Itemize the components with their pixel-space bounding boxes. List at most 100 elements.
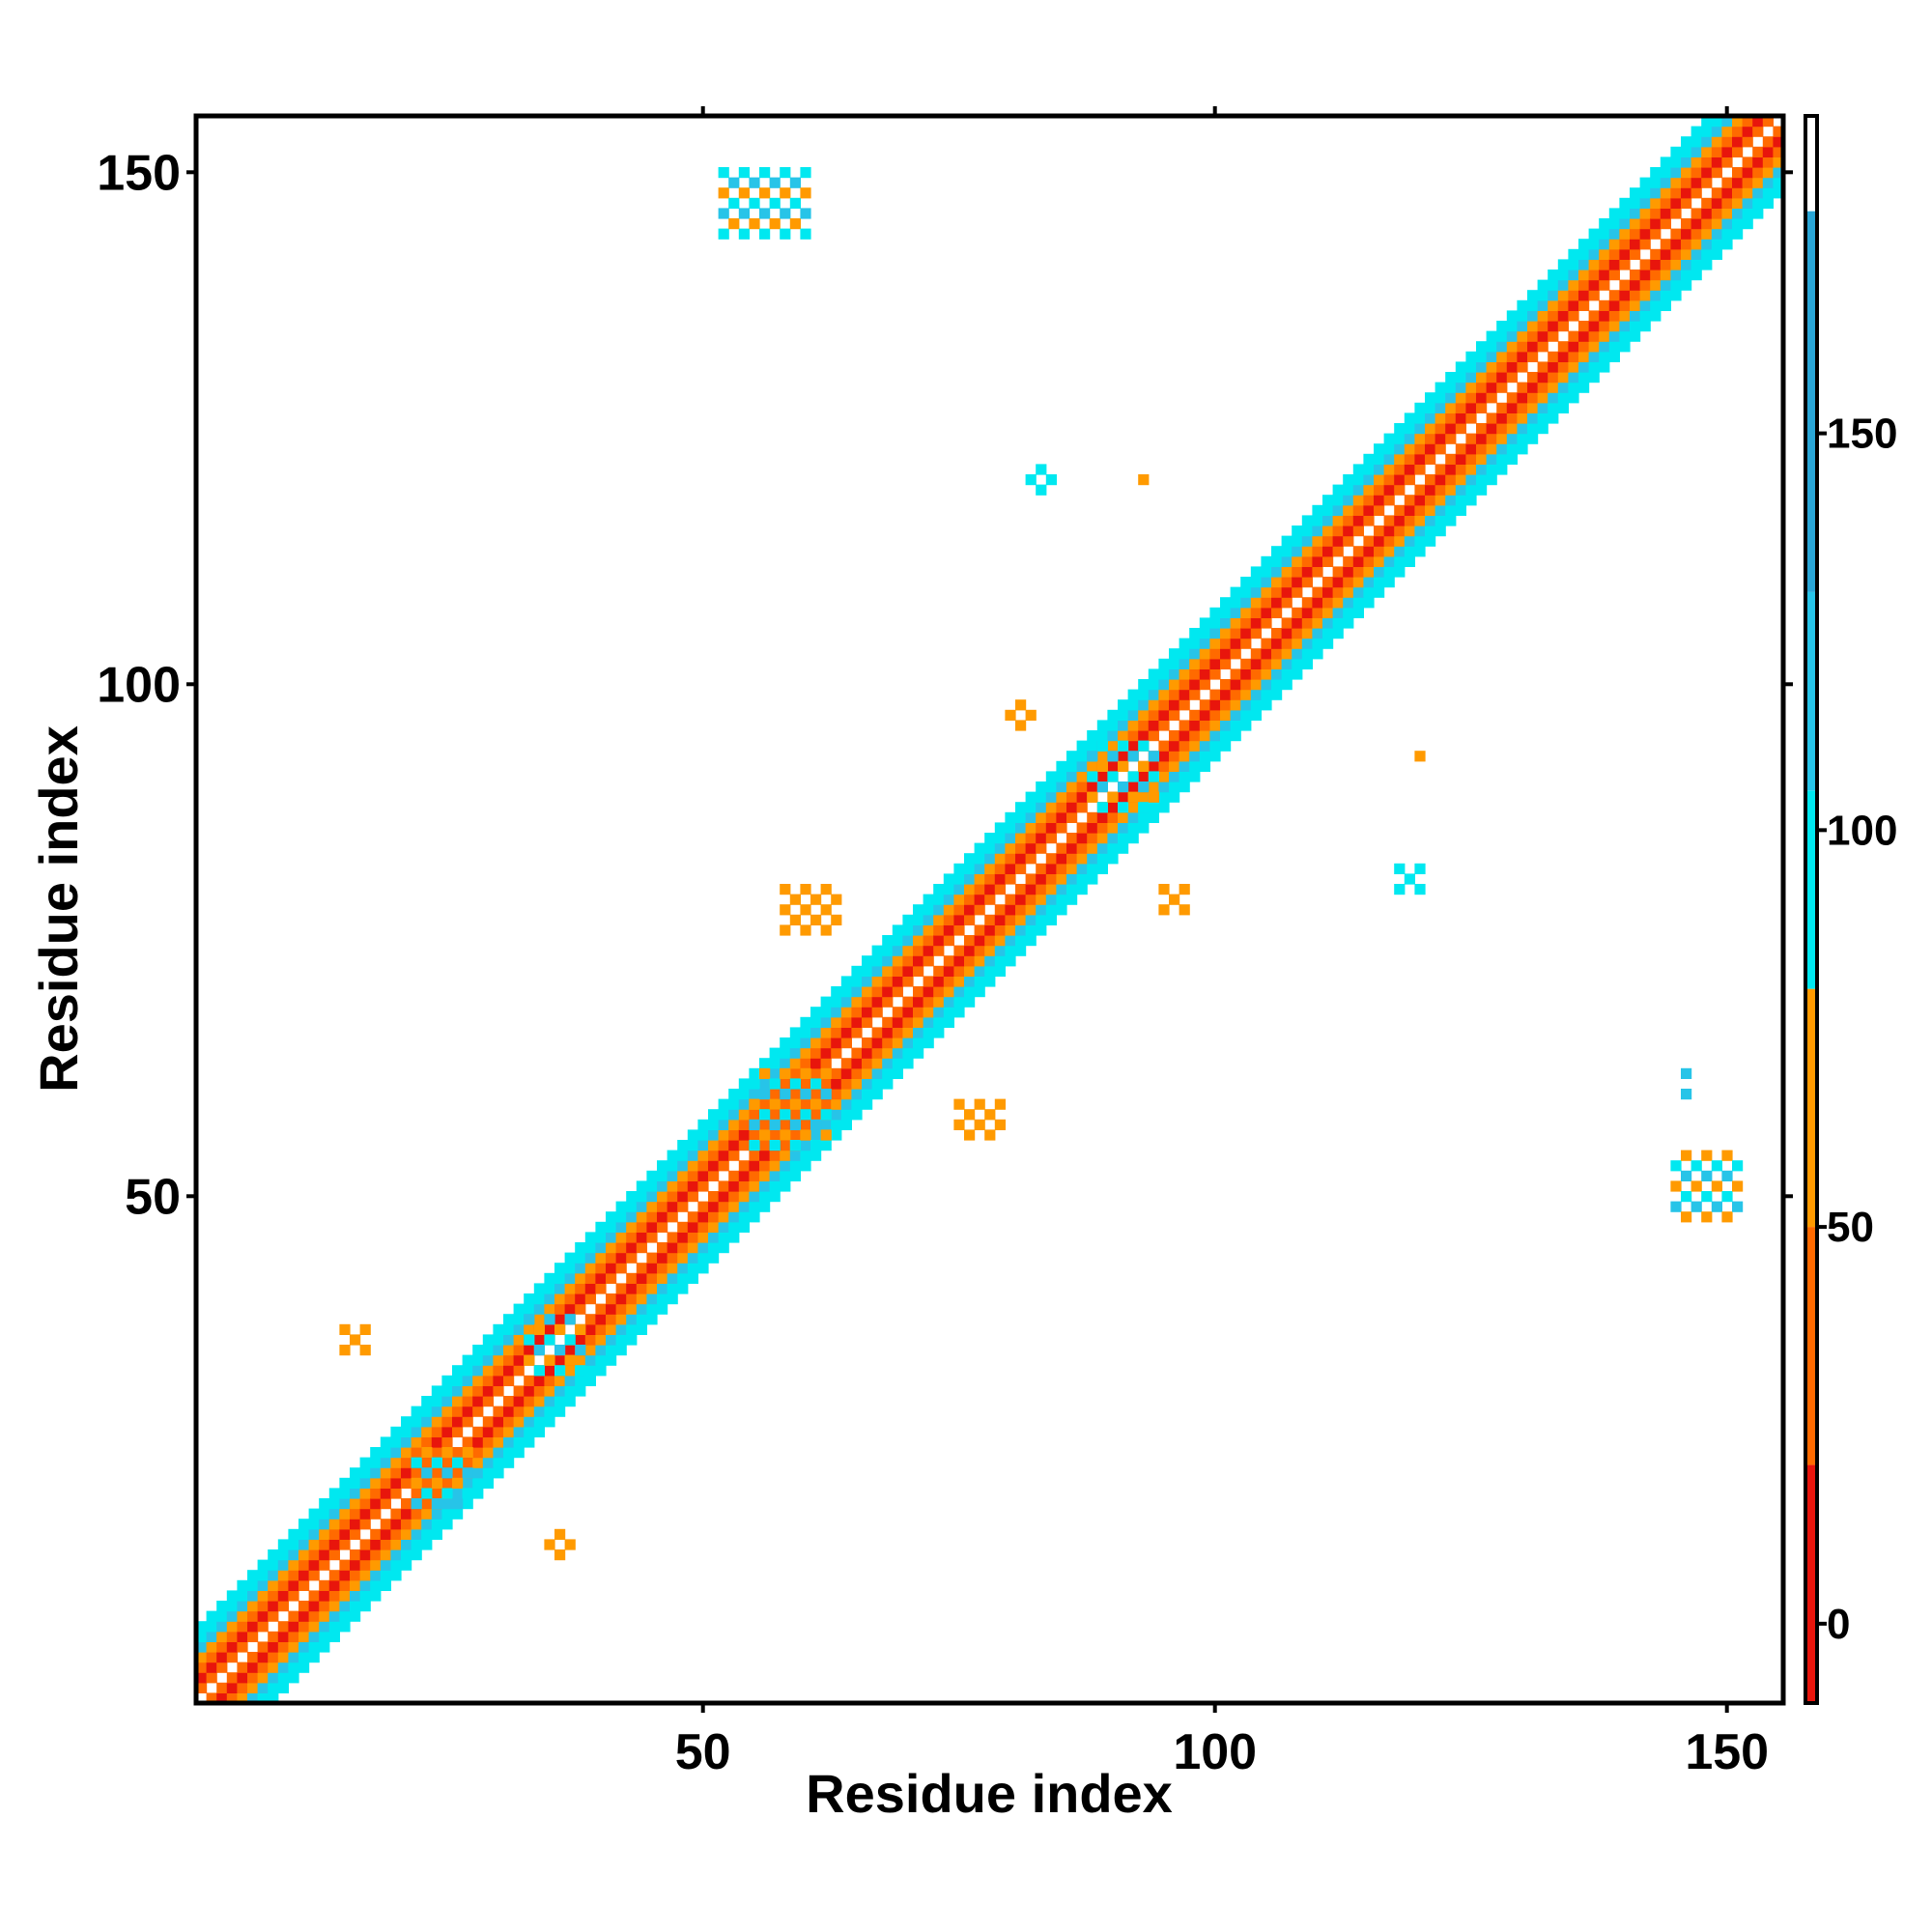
heatmap-cell — [1670, 146, 1682, 157]
heatmap-cell — [1548, 382, 1559, 393]
heatmap-cell — [359, 1488, 371, 1499]
heatmap-cell — [1292, 617, 1303, 629]
heatmap-cell — [1711, 218, 1722, 230]
heatmap-cell — [913, 996, 924, 1008]
heatmap-cell — [697, 1232, 709, 1243]
heatmap-cell — [308, 1559, 320, 1571]
heatmap-cell — [840, 1109, 852, 1121]
heatmap-cell — [1261, 679, 1272, 691]
heatmap-cell — [1363, 597, 1375, 609]
heatmap-cell — [257, 1559, 269, 1571]
heatmap-cell — [892, 1016, 903, 1028]
heatmap-cell — [636, 1272, 647, 1284]
heatmap-cell — [708, 1150, 720, 1161]
heatmap-cell — [1506, 423, 1518, 435]
heatmap-cell — [1690, 126, 1702, 137]
heatmap-cell — [1608, 290, 1620, 301]
heatmap-cell — [1445, 433, 1457, 444]
heatmap-cell — [1732, 1160, 1744, 1172]
heatmap-cell — [595, 1263, 607, 1274]
heatmap-cell — [708, 1221, 720, 1233]
heatmap-cell — [584, 1293, 596, 1305]
heatmap-cell — [1322, 638, 1334, 649]
heatmap-cell — [482, 1345, 494, 1356]
heatmap-cell — [1650, 218, 1662, 230]
heatmap-cell — [1445, 392, 1457, 404]
heatmap-cell — [810, 1150, 822, 1161]
heatmap-cell — [892, 1037, 903, 1049]
heatmap-cell — [871, 945, 883, 956]
heatmap-cell — [472, 1467, 484, 1479]
heatmap-cell — [1015, 720, 1027, 731]
heatmap-cell — [789, 1078, 801, 1090]
heatmap-cell — [1138, 730, 1150, 742]
heatmap-cell — [1721, 126, 1733, 137]
heatmap-cell — [411, 1457, 422, 1468]
heatmap-cell — [913, 1047, 924, 1059]
heatmap-cell — [933, 924, 945, 936]
heatmap-cell — [1630, 279, 1641, 291]
heatmap-cell — [1138, 709, 1150, 721]
heatmap-cell — [913, 1037, 924, 1049]
heatmap-cell — [1670, 270, 1682, 281]
heatmap-cell — [1343, 495, 1354, 506]
heatmap-cell — [277, 1652, 289, 1663]
heatmap-cell — [1352, 484, 1364, 496]
heatmap-cell — [749, 1119, 760, 1130]
heatmap-cell — [1066, 884, 1078, 895]
heatmap-cell — [482, 1447, 494, 1459]
heatmap-cell — [482, 1385, 494, 1397]
heatmap-cell — [370, 1590, 382, 1602]
heatmap-cell — [257, 1672, 269, 1684]
heatmap-cell — [1425, 484, 1436, 496]
heatmap-cell — [1414, 515, 1426, 526]
heatmap-cell — [1630, 187, 1641, 199]
heatmap-cell — [1199, 760, 1210, 772]
heatmap-cell — [840, 1027, 852, 1038]
heatmap-cell — [1005, 935, 1016, 947]
heatmap-cell — [452, 1385, 464, 1397]
heatmap-cell — [544, 1334, 555, 1346]
heatmap-cell — [831, 894, 842, 905]
heatmap-cell — [953, 884, 965, 895]
heatmap-cell — [1752, 177, 1764, 188]
heatmap-cell — [1608, 259, 1620, 270]
heatmap-cell — [482, 1436, 494, 1448]
heatmap-cell — [738, 228, 750, 240]
heatmap-cell — [892, 1067, 903, 1079]
heatmap-cell — [1087, 811, 1098, 823]
heatmap-cell — [1363, 555, 1375, 567]
heatmap-cell — [1374, 535, 1385, 547]
heatmap-cell — [697, 1242, 709, 1254]
heatmap-cell — [1076, 873, 1088, 885]
heatmap-cell — [1045, 771, 1057, 782]
heatmap-cell — [606, 1314, 617, 1325]
heatmap-cell — [718, 1221, 729, 1233]
heatmap-cell — [606, 1242, 617, 1254]
heatmap-cell — [564, 1539, 576, 1550]
heatmap-cell — [1292, 526, 1303, 537]
heatmap-cell — [994, 914, 1006, 925]
heatmap-cell — [964, 935, 976, 947]
heatmap-cell — [1066, 802, 1078, 813]
heatmap-cell — [472, 1488, 484, 1499]
heatmap-cell — [1015, 935, 1027, 947]
heatmap-cell — [1578, 248, 1590, 260]
heatmap-cell — [687, 1272, 698, 1284]
heatmap-cell — [1455, 423, 1466, 435]
heatmap-cell — [503, 1314, 515, 1325]
heatmap-cell — [1414, 443, 1426, 455]
heatmap-cell — [1127, 822, 1139, 834]
heatmap-cell — [584, 1334, 596, 1346]
heatmap-cell — [1096, 822, 1108, 834]
heatmap-cell — [493, 1345, 504, 1356]
heatmap-cell — [1025, 791, 1037, 803]
heatmap-cell — [380, 1436, 391, 1448]
heatmap-cell — [1557, 321, 1569, 332]
heatmap-cell — [708, 1129, 720, 1141]
heatmap-cell — [1599, 361, 1610, 373]
heatmap-cell — [953, 894, 965, 905]
heatmap-cell — [1005, 842, 1016, 854]
heatmap-cell — [1363, 546, 1375, 557]
heatmap-cell — [1752, 208, 1764, 219]
